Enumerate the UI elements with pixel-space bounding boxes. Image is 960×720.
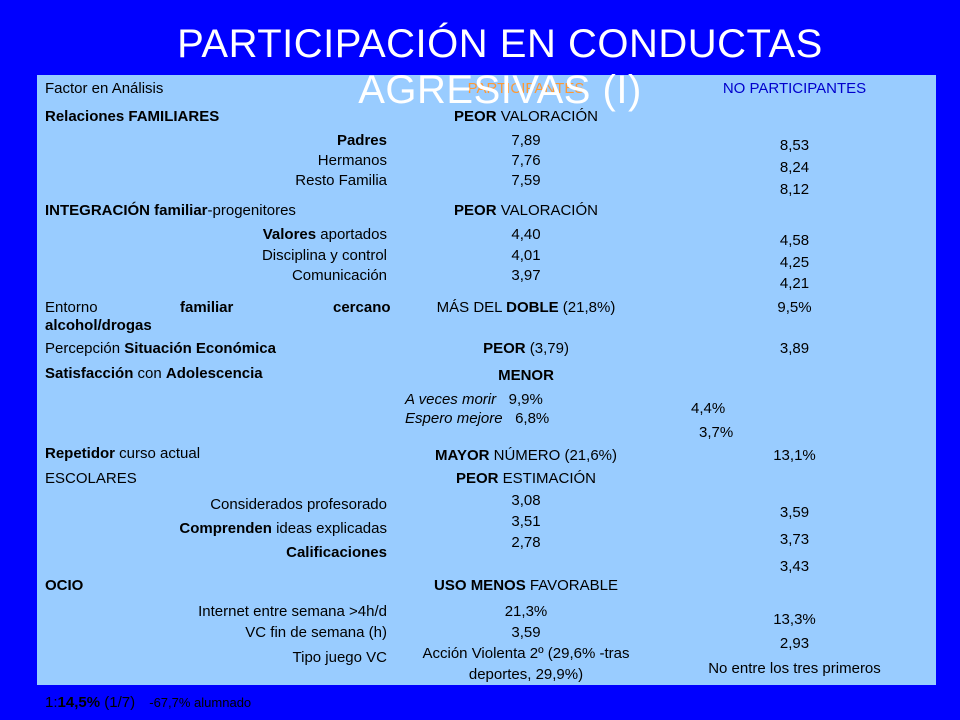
p-valores: 4,40 [511, 226, 541, 243]
label-tipo-juego: Tipo juego VC [292, 649, 388, 666]
np-hermanos: 8,24 [779, 159, 810, 176]
np-repetidor: 13,1% [773, 447, 816, 464]
p-padres: 7,89 [511, 132, 541, 149]
p-vc: 3,59 [511, 624, 541, 641]
repetidor-participantes: MAYOR NÚMERO (21,6%) [435, 447, 617, 464]
entorno-w1: Entorno [45, 299, 98, 316]
np-comunicacion: 4,21 [779, 275, 810, 292]
header-factor: Factor en Análisis [45, 80, 164, 97]
label-hermanos: Hermanos [317, 152, 387, 169]
label-comunicacion: Comunicación [291, 267, 387, 284]
entorno-w4: alcohol/drogas [45, 317, 152, 334]
entorno-participantes: MÁS DEL DOBLE (21,8%) [436, 299, 616, 316]
integracion-heading: INTEGRACIÓN familiar-progenitores [45, 202, 296, 219]
p-considerados: 3,08 [511, 492, 541, 509]
title-line-1: PARTICIPACIÓN EN CONDUCTAS [177, 22, 823, 66]
np-comprenden: 3,73 [779, 531, 810, 548]
np-disciplina: 4,25 [779, 254, 810, 271]
p-disciplina: 4,01 [511, 247, 541, 264]
repetidor-label: Repetidor curso actual [45, 445, 201, 462]
ocio-heading: OCIO [45, 577, 84, 594]
np-economica: 3,89 [779, 340, 810, 357]
label-considerados: Considerados profesorado [210, 496, 387, 513]
p-internet: 21,3% [504, 603, 548, 620]
label-calificaciones: Calificaciones [286, 544, 387, 561]
label-comprenden: Comprenden ideas explicadas [179, 520, 387, 537]
np-morir: 4,4% [691, 400, 726, 417]
data-table-panel: Factor en Análisis PARTICIPANTES NO PART… [37, 75, 936, 685]
slide-title-line2: AGRESIVAS (I) [0, 64, 960, 116]
familiares-peor-valoracion: PEOR VALORACIÓN [454, 108, 598, 125]
familiares-heading: Relaciones FAMILIARES [45, 108, 220, 125]
label-disciplina: Disciplina y control [261, 247, 387, 264]
label-internet: Internet entre semana >4h/d [198, 603, 387, 620]
escolares-heading: ESCOLARES [45, 470, 137, 487]
p-comunicacion: 3,97 [511, 267, 541, 284]
escolares-peor-estimacion: PEOR ESTIMACIÓN [455, 470, 597, 487]
np-considerados: 3,59 [779, 504, 810, 521]
label-resto-familia: Resto Familia [295, 172, 387, 189]
satisfaccion-label: Satisfacción con Adolescencia [45, 365, 263, 382]
p-resto: 7,59 [511, 172, 541, 189]
p-tipo-line2: deportes, 29,9%) [468, 666, 584, 683]
economica-participantes: PEOR (3,79) [483, 340, 569, 357]
ocio-uso-menos: USO MENOS FAVORABLE [434, 577, 618, 594]
integracion-peor-valoracion: PEOR VALORACIÓN [454, 202, 598, 219]
p-comprenden: 3,51 [511, 513, 541, 530]
np-tipo: No entre los tres primeros [708, 660, 881, 677]
p-hermanos: 7,76 [511, 152, 541, 169]
np-valores: 4,58 [779, 232, 810, 249]
label-vc: VC fin de semana (h) [245, 624, 387, 641]
slide-title: PARTICIPACIÓN EN CONDUCTAS [0, 18, 960, 70]
entorno-w2: familiar [180, 299, 234, 316]
np-mejore: 3,7% [699, 424, 734, 441]
economica-label: Percepción Situación Económica [45, 340, 276, 357]
label-padres: Padres [336, 132, 387, 149]
footer-note: 1:14,5% (1/7) -67,7% alumnado [45, 694, 252, 711]
np-padres: 8,53 [779, 137, 810, 154]
satisfaccion-mejore: Espero mejore 6,8% [405, 410, 550, 427]
satisfaccion-menor: MENOR [498, 367, 554, 384]
np-vc: 2,93 [779, 635, 810, 652]
np-resto: 8,12 [779, 181, 810, 198]
satisfaccion-morir: A veces morir 9,9% [405, 391, 543, 408]
header-no-participantes: NO PARTICIPANTES [722, 80, 867, 97]
title-line-2: AGRESIVAS (I) [358, 68, 642, 112]
label-valores: Valores aportados [262, 226, 387, 243]
np-calificaciones: 3,43 [779, 558, 810, 575]
p-calificaciones: 2,78 [511, 534, 541, 551]
p-tipo-line1: Acción Violenta 2º (29,6% -tras [422, 645, 630, 662]
entorno-w3: cercano [333, 299, 391, 316]
np-entorno: 9,5% [777, 299, 812, 316]
header-participantes: PARTICIPANTES [467, 80, 585, 97]
np-internet: 13,3% [773, 611, 816, 628]
